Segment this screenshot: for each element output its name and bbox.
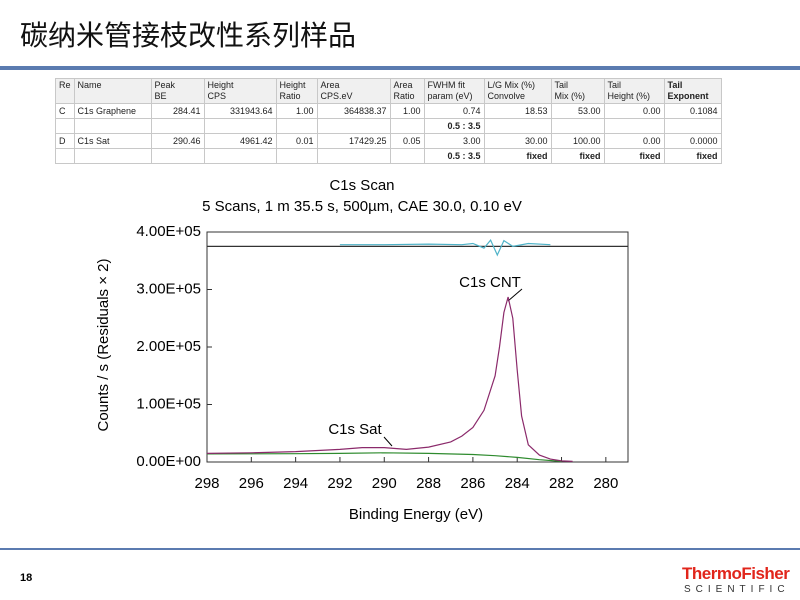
x-axis-label: Binding Energy (eV) <box>349 506 483 523</box>
header-text: Mix (%) <box>554 91 586 101</box>
header-text: FWHM fit <box>427 80 466 90</box>
x-tick-label: 284 <box>505 475 530 492</box>
header-text: Ratio <box>393 91 415 101</box>
header-text: L/G Mix (%) <box>487 80 536 90</box>
header-row: Re Name Peak BE Height CPS Height Ratio Area CPS.… <box>55 78 722 104</box>
x-tick-label: 292 <box>327 475 352 492</box>
table-row: C C1s Graphene 284.41 331943.64 1.00 364838.3… <box>55 103 722 119</box>
header-text: param (eV) <box>427 91 473 101</box>
y-tick-label: 4.00E+05 <box>136 223 201 240</box>
header-text: Ratio <box>279 91 301 101</box>
header-text: Height <box>207 80 234 90</box>
logo: ThermoFisher <box>682 564 790 583</box>
table-cell: 0.5 : 3.5 <box>423 148 485 164</box>
annotation-arrow <box>383 436 393 447</box>
rule <box>0 66 800 70</box>
header-text: CPS.eV <box>320 91 353 101</box>
plot-frame <box>206 231 629 463</box>
logo-sub: SCIENTIFIC <box>684 584 790 595</box>
header-cell: Name <box>73 78 152 104</box>
header-cell: Peak BE <box>150 78 205 104</box>
series-line <box>206 296 573 462</box>
x-tick-label: 298 <box>194 475 219 492</box>
annotation: C1s Sat <box>328 421 382 438</box>
x-tick-label: 294 <box>283 475 308 492</box>
annotation-arrow <box>507 288 523 302</box>
x-tick-label: 290 <box>372 475 397 492</box>
chart: C1s Scan 5 Scans, 1 m 35.5 s, 500µm, CAE… <box>95 177 629 523</box>
header-text: Area <box>320 80 340 90</box>
y-tick-label: 2.00E+05 <box>136 338 201 355</box>
chart-subtitle: 5 Scans, 1 m 35.5 s, 500µm, CAE 30.0, 0.… <box>202 198 522 215</box>
y-tick-label: 0.00E+00 <box>136 453 201 470</box>
table-row: 0.5 : 3.5 <box>55 118 722 134</box>
header-cell: FWHM fit param (eV) <box>423 78 485 104</box>
chart-title: C1s Scan <box>329 177 394 194</box>
header-text: Tail <box>607 80 622 90</box>
x-tick-label: 288 <box>416 475 441 492</box>
header-cell: Area CPS.eV <box>316 78 391 104</box>
header-text: Tail <box>667 80 683 90</box>
table-cell: fixed <box>663 148 722 164</box>
fit-table: Re Name Peak BE Height CPS Height Ratio Area CPS.… <box>55 78 722 164</box>
x-tick-label: 286 <box>460 475 485 492</box>
series-line <box>206 452 562 462</box>
header-text: Height (%) <box>607 91 651 101</box>
header-text: Exponent <box>667 91 709 101</box>
header-text: Tail <box>554 80 569 90</box>
header-cell: Height Ratio <box>275 78 318 104</box>
header-cell: L/G Mix (%) Convolve <box>483 78 552 104</box>
header-text: Height <box>279 80 306 90</box>
slide-title: 碳纳米管接枝改性系列样品 <box>20 20 357 51</box>
table-row: D C1s Sat 290.46 4961.42 0.01 17429.25 0.05 3.0… <box>55 133 722 149</box>
table-row: 0.5 : 3.5 fixed fixed fixed fixed <box>55 148 722 164</box>
x-tick-label: 280 <box>593 475 618 492</box>
series-line <box>339 238 551 257</box>
header-text: Re <box>59 80 71 90</box>
x-tick-label: 282 <box>549 475 574 492</box>
page-number: 18 <box>20 572 33 584</box>
y-axis-label: Counts / s (Residuals × 2) <box>95 259 112 432</box>
header-cell: Tail Mix (%) <box>550 78 605 104</box>
header-text: Convolve <box>487 91 526 101</box>
annotation: C1s CNT <box>459 274 521 291</box>
header-text: CPS <box>207 91 227 101</box>
table-cell: 0.1084 <box>663 103 722 119</box>
header-cell: Height CPS <box>203 78 277 104</box>
header-text: BE <box>154 91 167 101</box>
table-cell: fixed <box>483 148 552 164</box>
y-tick-label: 1.00E+05 <box>136 395 201 412</box>
header-text: Name <box>77 80 102 90</box>
rule <box>0 548 800 550</box>
header-cell: Area Ratio <box>389 78 425 104</box>
x-tick-label: 296 <box>239 475 264 492</box>
header-text: Area <box>393 80 413 90</box>
table-cell: fixed <box>603 148 665 164</box>
header-text: Peak <box>154 80 176 90</box>
y-tick-label: 3.00E+05 <box>136 280 201 297</box>
